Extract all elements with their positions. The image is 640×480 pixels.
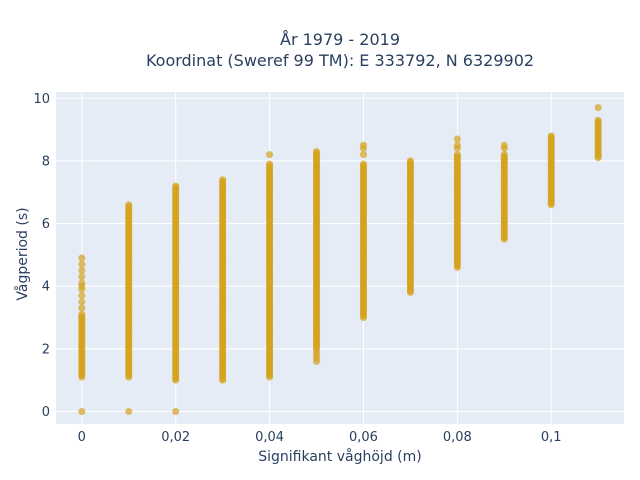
data-point [172, 182, 180, 190]
data-point [78, 267, 86, 275]
data-point [359, 160, 367, 168]
data-point [125, 407, 133, 415]
data-point [266, 160, 274, 168]
data-point [78, 273, 86, 281]
data-point [78, 407, 86, 415]
data-point [172, 407, 180, 415]
data-point [594, 116, 602, 124]
data-point [78, 254, 86, 262]
data-point [453, 141, 461, 149]
data-point [78, 260, 86, 268]
x-axis-title: Signifikant våghöjd (m) [258, 448, 421, 465]
chart-title-line2: Koordinat (Sweref 99 TM): E 333792, N 63… [146, 51, 534, 70]
y-tick-labels: 0 2 4 6 8 10 [33, 92, 50, 420]
x-tick-label: 0 [78, 430, 86, 445]
y-tick-label: 0 [42, 405, 50, 420]
y-tick-label: 4 [42, 280, 50, 295]
data-point [313, 148, 321, 156]
x-tick-label: 0,1 [541, 430, 562, 445]
x-tick-label: 0,02 [161, 430, 190, 445]
data-point [78, 310, 86, 318]
data-point [500, 151, 508, 159]
y-tick-label: 8 [42, 154, 50, 169]
y-tick-label: 6 [42, 217, 50, 232]
data-point [313, 348, 321, 356]
data-point [500, 141, 508, 149]
data-point [266, 151, 274, 159]
data-point [219, 176, 227, 184]
y-tick-label: 2 [42, 342, 50, 357]
data-point [594, 104, 602, 112]
data-point [453, 135, 461, 143]
data-point [78, 279, 86, 287]
x-tick-label: 0,04 [255, 430, 284, 445]
x-tick-labels: 0 0,02 0,04 0,06 0,08 0,1 [78, 430, 562, 445]
data-point [406, 157, 414, 165]
data-point [359, 141, 367, 149]
plot-area [56, 92, 624, 424]
data-point [78, 292, 86, 300]
chart-title-line1: År 1979 - 2019 [280, 30, 400, 49]
data-point [78, 304, 86, 312]
data-point [547, 132, 555, 140]
data-point [78, 298, 86, 306]
x-tick-label: 0,06 [349, 430, 378, 445]
x-tick-label: 0,08 [443, 430, 472, 445]
data-points [78, 104, 602, 415]
data-point [125, 201, 133, 209]
data-point [453, 151, 461, 159]
data-point [359, 151, 367, 159]
y-tick-label: 10 [33, 92, 50, 107]
y-axis-title: Vågperiod (s) [14, 207, 31, 300]
